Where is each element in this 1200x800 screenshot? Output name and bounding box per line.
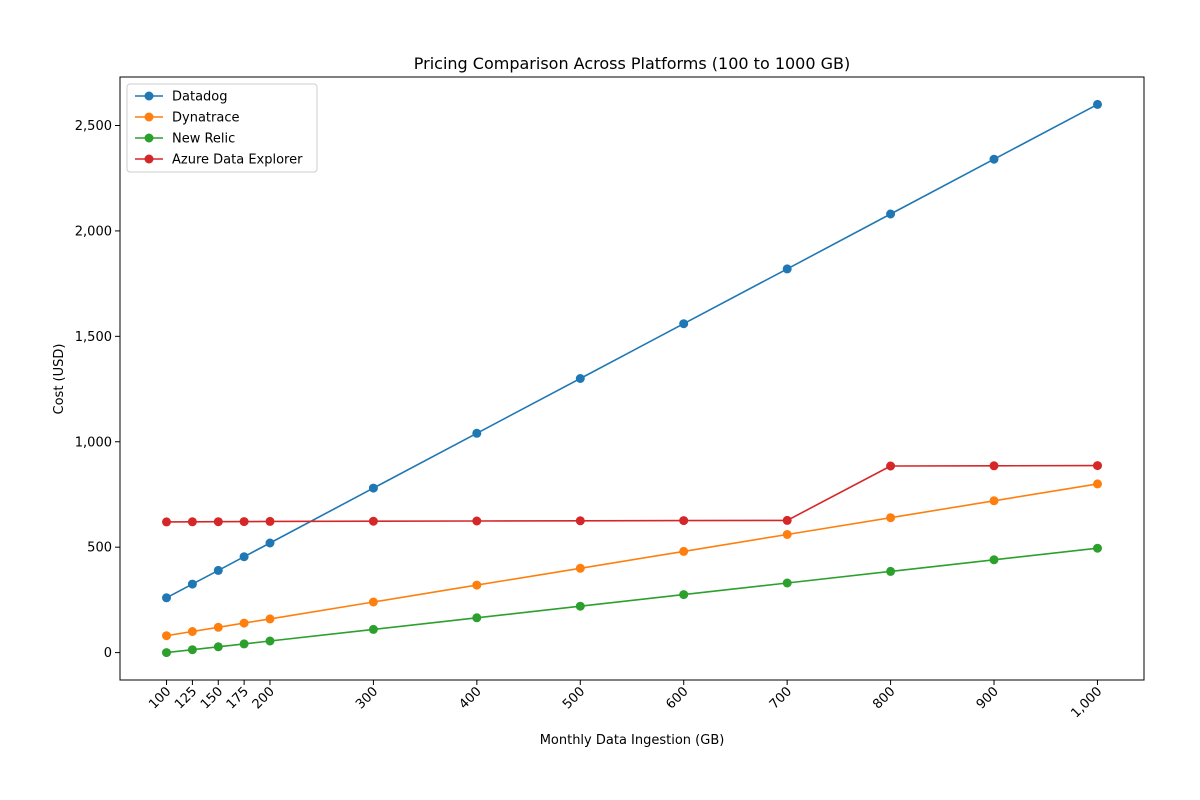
data-point	[368, 483, 378, 493]
x-tick-label: 500	[560, 684, 588, 712]
data-point	[886, 209, 896, 219]
data-point	[239, 618, 249, 628]
data-point	[472, 516, 482, 526]
data-point	[162, 517, 171, 527]
x-tick-label: 600	[663, 684, 691, 712]
data-point	[679, 516, 689, 526]
x-tick-label: 400	[456, 684, 484, 712]
y-tick-label: 0	[104, 646, 112, 661]
chart-title: Pricing Comparison Across Platforms (100…	[414, 54, 850, 73]
data-point	[265, 538, 275, 548]
data-point	[1093, 479, 1102, 489]
data-point	[886, 461, 896, 471]
data-point	[679, 590, 689, 600]
legend-marker	[144, 112, 154, 122]
data-point	[989, 461, 999, 471]
x-tick-label: 175	[224, 684, 252, 712]
data-point	[368, 624, 378, 634]
x-tick-label: 1,000	[1068, 684, 1105, 721]
data-point	[368, 597, 378, 607]
data-point	[782, 578, 792, 588]
data-point	[989, 154, 999, 164]
data-point	[265, 614, 275, 624]
legend-label: Azure Data Explorer	[172, 153, 303, 168]
x-tick-label: 100	[146, 684, 174, 712]
data-point	[213, 517, 223, 527]
data-point	[265, 636, 275, 646]
y-axis: 0 500 1,000 1,500 2,000 2,500	[75, 119, 120, 661]
series-line	[166, 547, 1098, 654]
data-point	[472, 428, 482, 438]
data-point	[187, 579, 197, 589]
data-point	[368, 516, 378, 526]
data-point	[162, 648, 171, 658]
legend-box	[126, 83, 318, 173]
data-point	[989, 555, 999, 565]
data-point	[213, 565, 223, 575]
data-point	[1093, 461, 1102, 471]
y-tick-label: 500	[87, 541, 112, 556]
x-tick-label: 900	[974, 684, 1002, 712]
data-point	[1093, 543, 1102, 553]
data-point	[575, 601, 585, 611]
x-tick-label: 300	[353, 684, 381, 712]
x-tick-label: 200	[250, 684, 278, 712]
data-point	[782, 515, 792, 525]
plot-area	[119, 76, 1145, 681]
legend-marker	[144, 133, 154, 143]
legend-label: Datadog	[172, 90, 228, 105]
x-axis-label: Monthly Data Ingestion (GB)	[540, 733, 725, 748]
data-point	[213, 622, 223, 632]
data-point	[575, 516, 585, 526]
data-point	[213, 642, 223, 652]
data-point	[187, 645, 197, 655]
data-point	[886, 566, 896, 576]
legend-marker	[144, 154, 154, 164]
legend-label: Dynatrace	[172, 111, 239, 126]
data-point	[1093, 99, 1102, 109]
data-point	[575, 563, 585, 573]
y-tick-label: 2,000	[75, 224, 112, 239]
data-point	[187, 627, 197, 636]
y-tick-label: 1,500	[75, 330, 112, 345]
data-point	[782, 530, 792, 539]
x-tick-label: 700	[767, 684, 795, 712]
data-point	[782, 264, 792, 274]
series-line	[166, 464, 1098, 523]
data-point	[886, 513, 896, 523]
y-tick-label: 2,500	[75, 119, 112, 134]
x-tick-label: 150	[198, 684, 226, 712]
data-point	[239, 639, 249, 649]
data-point	[265, 516, 275, 526]
data-point	[679, 319, 689, 329]
data-point	[472, 613, 482, 623]
series-line	[166, 103, 1098, 599]
series-line	[166, 483, 1098, 637]
data-point	[239, 517, 249, 527]
y-axis-label: Cost (USD)	[52, 344, 67, 415]
x-tick-label: 800	[870, 684, 898, 712]
data-point	[679, 546, 689, 556]
x-tick-label: 125	[172, 684, 200, 712]
data-point	[239, 552, 249, 562]
data-point	[162, 593, 171, 603]
data-point	[575, 374, 585, 383]
y-tick-label: 1,000	[75, 435, 112, 450]
data-point	[162, 631, 171, 641]
data-point	[187, 517, 197, 527]
data-point	[989, 496, 999, 506]
legend-marker	[144, 91, 154, 101]
data-point	[472, 580, 482, 590]
legend-label: New Relic	[172, 132, 235, 147]
legend: Datadog Dynatrace New Relic Azure Data Expl…	[126, 83, 318, 173]
plot-frame	[119, 76, 1145, 681]
